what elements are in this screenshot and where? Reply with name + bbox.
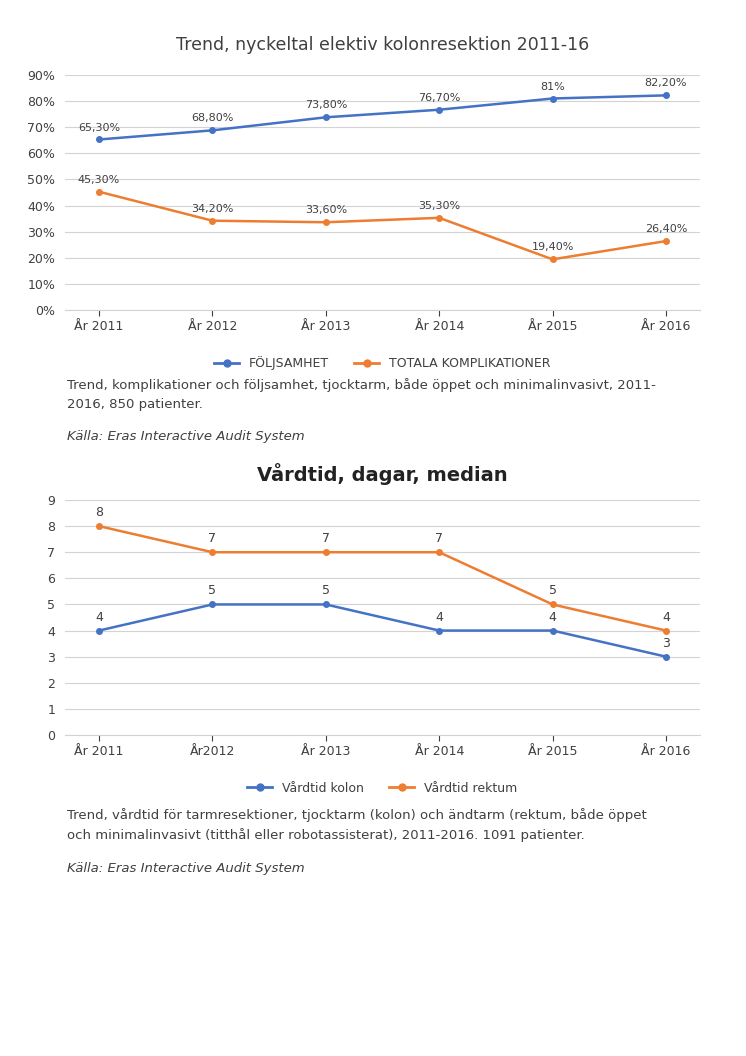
Text: 65,30%: 65,30% <box>78 122 120 133</box>
Text: 8: 8 <box>95 506 103 520</box>
Text: 5: 5 <box>208 585 216 598</box>
Text: 5: 5 <box>322 585 330 598</box>
Text: Trend, komplikationer och följsamhet, tjocktarm, både öppet och minimalinvasivt,: Trend, komplikationer och följsamhet, tj… <box>67 378 656 392</box>
Legend: FÖLJSAMHET, TOTALA KOMPLIKATIONER: FÖLJSAMHET, TOTALA KOMPLIKATIONER <box>209 352 556 376</box>
Text: Trend, vårdtid för tarmresektioner, tjocktarm (kolon) och ändtarm (rektum, både : Trend, vårdtid för tarmresektioner, tjoc… <box>67 808 647 822</box>
Text: 4: 4 <box>435 610 443 624</box>
Text: Källa: Eras Interactive Audit System: Källa: Eras Interactive Audit System <box>67 862 305 875</box>
Text: 2016, 850 patienter.: 2016, 850 patienter. <box>67 398 203 411</box>
Text: 68,80%: 68,80% <box>191 113 233 124</box>
Text: 82,20%: 82,20% <box>645 78 687 89</box>
Text: 45,30%: 45,30% <box>78 175 120 185</box>
Text: 4: 4 <box>662 610 670 624</box>
Text: 35,30%: 35,30% <box>419 201 460 211</box>
Text: 7: 7 <box>435 532 443 545</box>
Text: 81%: 81% <box>540 81 565 92</box>
Text: 7: 7 <box>208 532 216 545</box>
Text: 19,40%: 19,40% <box>531 243 574 252</box>
Text: 4: 4 <box>548 610 557 624</box>
Text: och minimalinvasivt (titthål eller robotassisterat), 2011-2016. 1091 patienter.: och minimalinvasivt (titthål eller robot… <box>67 828 585 842</box>
Text: 33,60%: 33,60% <box>305 205 347 215</box>
Text: 26,40%: 26,40% <box>645 224 687 234</box>
Text: 76,70%: 76,70% <box>418 93 460 102</box>
Text: 7: 7 <box>322 532 330 545</box>
Title: Trend, nyckeltal elektiv kolonresektion 2011-16: Trend, nyckeltal elektiv kolonresektion … <box>176 36 589 54</box>
Title: Vårdtid, dagar, median: Vårdtid, dagar, median <box>257 463 508 485</box>
Text: Källa: Eras Interactive Audit System: Källa: Eras Interactive Audit System <box>67 430 305 444</box>
Text: 5: 5 <box>548 585 557 598</box>
Legend: Vårdtid kolon, Vårdtid rektum: Vårdtid kolon, Vårdtid rektum <box>242 776 522 799</box>
Text: 34,20%: 34,20% <box>191 204 233 213</box>
Text: 73,80%: 73,80% <box>304 100 347 111</box>
Text: 3: 3 <box>662 637 670 649</box>
Text: 4: 4 <box>95 610 103 624</box>
